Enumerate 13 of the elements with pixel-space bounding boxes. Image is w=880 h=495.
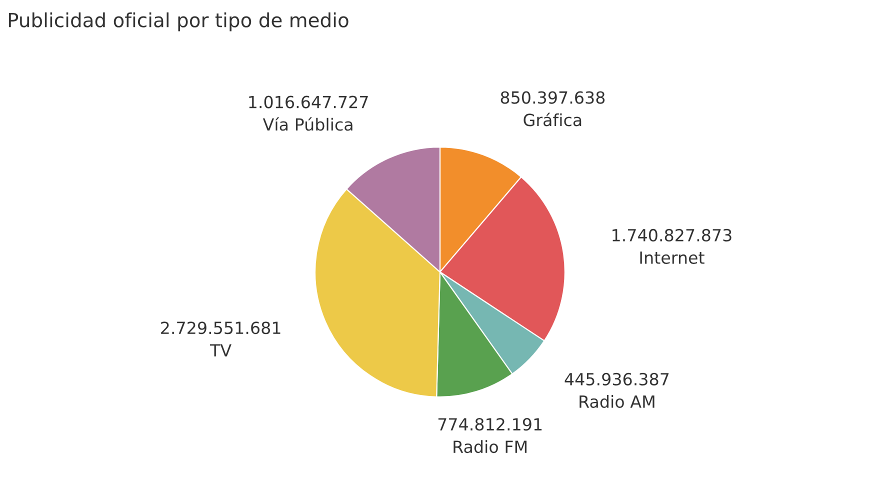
slice-label: Internet <box>640 252 704 264</box>
data-label: 1.740.827.873 <box>612 228 732 242</box>
slice-label: Radio FM <box>454 440 527 454</box>
data-label: 2.729.551.681 <box>161 322 280 334</box>
data-label: 445.936.387 <box>564 372 669 386</box>
data-label: 850.397.638 <box>500 91 605 104</box>
data-label: 774.812.191 <box>438 418 542 431</box>
chart-title: Publicidad oficial por tipo de medio <box>8 12 348 32</box>
slice-label: Vía Pública <box>262 117 352 131</box>
slice-label: TV <box>210 344 232 356</box>
slice-label: Radio AM <box>580 395 654 408</box>
data-label: 1.016.647.727 <box>249 96 368 108</box>
slice-label: Gráfica <box>524 112 582 126</box>
